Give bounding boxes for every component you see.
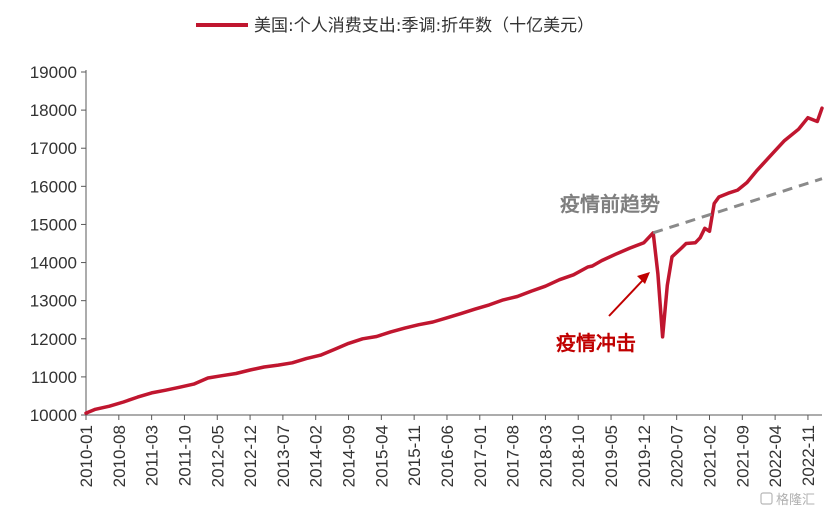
series-line [84,106,824,415]
x-tick-label: 2017-08 [504,425,523,487]
watermark-logo-icon [760,492,773,505]
x-tick-label: 2016-06 [438,425,457,487]
y-tick-label: 18000 [30,101,77,120]
x-tick-label: 2021-09 [733,425,752,487]
annotation-arrow [608,279,644,317]
x-tick-label: 2017-01 [471,425,490,487]
x-tick-label: 2015-04 [372,425,391,487]
annotation-pre-trend: 疫情前趋势 [560,192,660,216]
x-tick-label: 2019-05 [602,425,621,487]
y-tick-label: 15000 [30,215,77,234]
y-tick-label: 19000 [30,63,77,82]
legend-label: 美国:个人消费支出:季调:折年数（十亿美元） [254,16,594,36]
x-tick-label: 2014-09 [340,425,359,487]
trend-line [652,177,823,235]
y-tick-label: 14000 [30,254,77,273]
x-tick-label: 2018-10 [569,425,588,487]
x-tick-label: 2012-12 [241,425,260,487]
y-tick-label: 12000 [30,330,77,349]
y-tick-label: 11000 [31,368,77,387]
y-tick-label: 16000 [30,177,77,196]
x-tick-label: 2013-07 [274,425,293,487]
watermark: 格隆汇 [776,492,815,508]
y-tick-label: 17000 [30,139,77,158]
x-tick-label: 2019-12 [635,425,654,487]
x-tick-label: 2011-03 [143,425,162,486]
x-tick-label: 2012-05 [208,425,227,487]
arrow-head [637,272,650,284]
y-tick-label: 13000 [30,292,77,311]
y-tick-label: 10000 [30,406,77,425]
annotation-shock: 疫情冲击 [556,331,636,355]
x-tick-label: 2010-08 [110,425,129,487]
x-tick-label: 2021-02 [700,425,719,487]
x-tick-label: 2022-04 [766,425,785,487]
x-tick-label: 2011-10 [175,425,194,486]
x-tick-label: 2020-07 [668,425,687,487]
x-tick-label: 2014-02 [307,425,326,487]
x-tick-label: 2022-11 [799,425,818,486]
x-tick-label: 2015-11 [405,425,424,486]
x-tick-label: 2018-03 [536,425,555,487]
x-tick-label: 2010-01 [77,425,96,487]
